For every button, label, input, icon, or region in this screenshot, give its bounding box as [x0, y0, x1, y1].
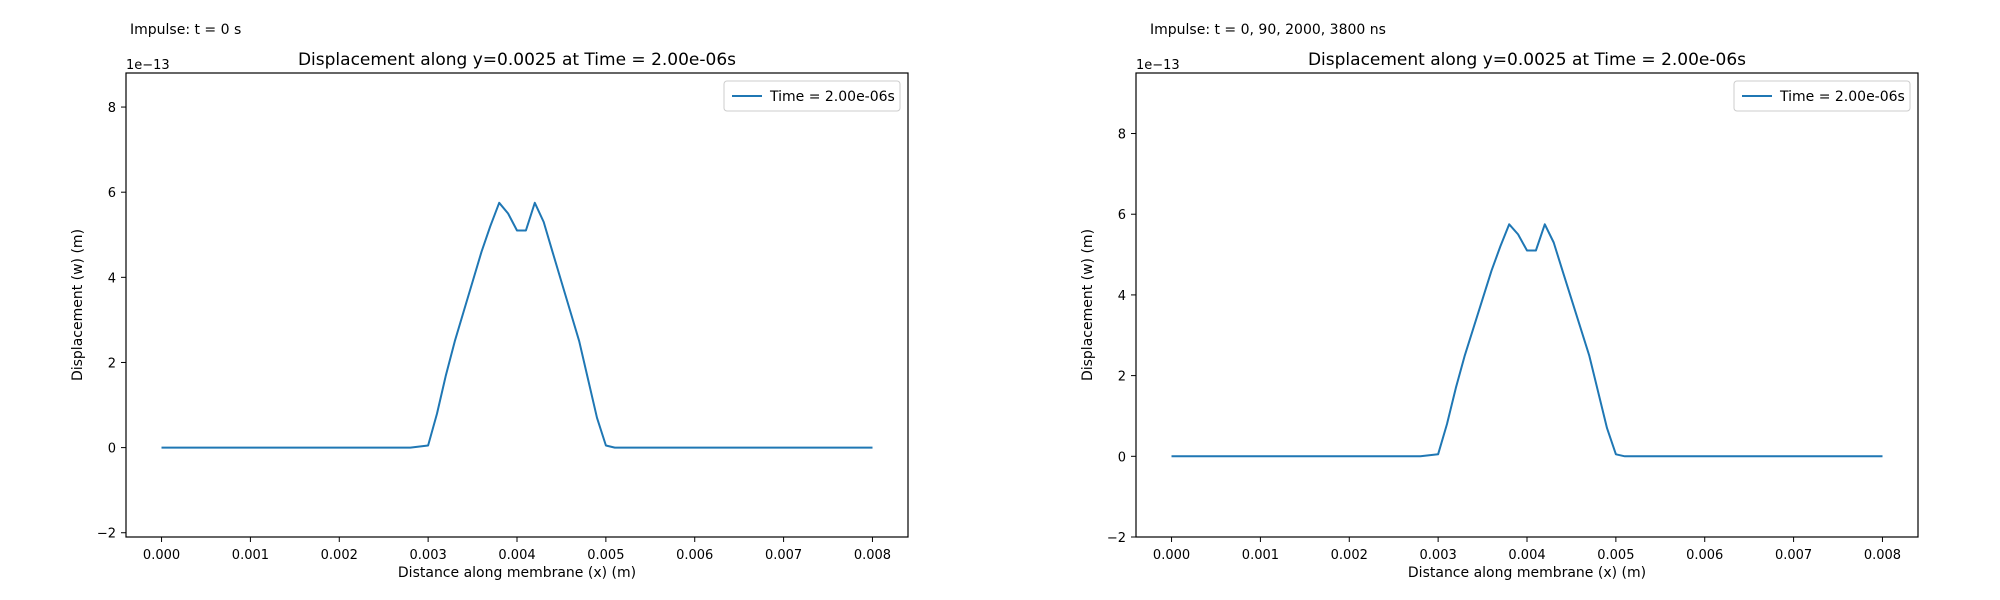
- y-tick-label: 6: [108, 186, 116, 201]
- y-tick-label: 0: [108, 442, 116, 457]
- x-tick-label: 0.004: [1508, 548, 1545, 563]
- plot-frame: [125, 72, 909, 538]
- displacement-chart: Displacement along y=0.0025 at Time = 2.…: [1080, 50, 1919, 581]
- x-tick-label: 0.002: [321, 548, 358, 563]
- y-axis-label: Displacement (w) (m): [70, 229, 86, 381]
- y-axis-multiplier: 1e−13: [1136, 58, 1180, 73]
- x-tick-label: 0.006: [676, 548, 713, 563]
- legend: Time = 2.00e-06s: [1733, 80, 1911, 112]
- impulse-caption: Impulse: t = 0 s: [130, 22, 242, 38]
- x-tick-label: 0.007: [1775, 548, 1812, 563]
- left-chart-panel: Impulse: t = 0 s Displacement along y=0.…: [70, 22, 909, 581]
- x-tick-label: 0.005: [1597, 548, 1634, 563]
- chart-title: Displacement along y=0.0025 at Time = 2.…: [298, 50, 736, 70]
- y-tick-label: 8: [1118, 128, 1126, 143]
- x-tick-label: 0.004: [498, 548, 535, 563]
- y-tick-label: 0: [1118, 450, 1126, 465]
- y-tick-label: 6: [1118, 208, 1126, 223]
- x-tick-label: 0.003: [410, 548, 447, 563]
- y-axis-multiplier: 1e−13: [126, 58, 170, 73]
- series-line: [1171, 223, 1883, 458]
- x-tick-label: 0.008: [1864, 548, 1901, 563]
- x-tick-label: 0.007: [765, 548, 802, 563]
- y-tick-label: −2: [1107, 531, 1126, 546]
- y-tick-label: 2: [108, 356, 116, 371]
- legend-label: Time = 2.00e-06s: [1779, 89, 1905, 105]
- x-tick-label: 0.006: [1686, 548, 1723, 563]
- legend-label: Time = 2.00e-06s: [769, 89, 895, 105]
- x-tick-label: 0.008: [854, 548, 891, 563]
- x-tick-label: 0.002: [1331, 548, 1368, 563]
- y-tick-label: 8: [108, 101, 116, 116]
- impulse-caption: Impulse: t = 0, 90, 2000, 3800 ns: [1150, 22, 1386, 38]
- x-tick-label: 0.001: [232, 548, 269, 563]
- y-tick-label: 2: [1118, 370, 1126, 385]
- legend-box: [1733, 80, 1911, 112]
- legend-box: [723, 80, 901, 112]
- y-tick-label: 4: [108, 271, 116, 286]
- plot-frame: [1135, 72, 1919, 538]
- x-tick-label: 0.000: [143, 548, 180, 563]
- legend: Time = 2.00e-06s: [723, 80, 901, 112]
- y-tick-label: 4: [1118, 289, 1126, 304]
- displacement-chart: Displacement along y=0.0025 at Time = 2.…: [70, 50, 909, 581]
- x-axis-label: Distance along membrane (x) (m): [398, 565, 636, 581]
- x-axis-label: Distance along membrane (x) (m): [1408, 565, 1646, 581]
- x-tick-label: 0.001: [1242, 548, 1279, 563]
- chart-title: Displacement along y=0.0025 at Time = 2.…: [1308, 50, 1746, 70]
- y-tick-label: −2: [97, 527, 116, 542]
- y-axis-label: Displacement (w) (m): [1080, 229, 1096, 381]
- x-tick-label: 0.005: [587, 548, 624, 563]
- x-tick-label: 0.000: [1153, 548, 1190, 563]
- x-tick-label: 0.003: [1420, 548, 1457, 563]
- series-line: [161, 201, 873, 449]
- right-chart-panel: Impulse: t = 0, 90, 2000, 3800 ns Displa…: [1000, 0, 2000, 600]
